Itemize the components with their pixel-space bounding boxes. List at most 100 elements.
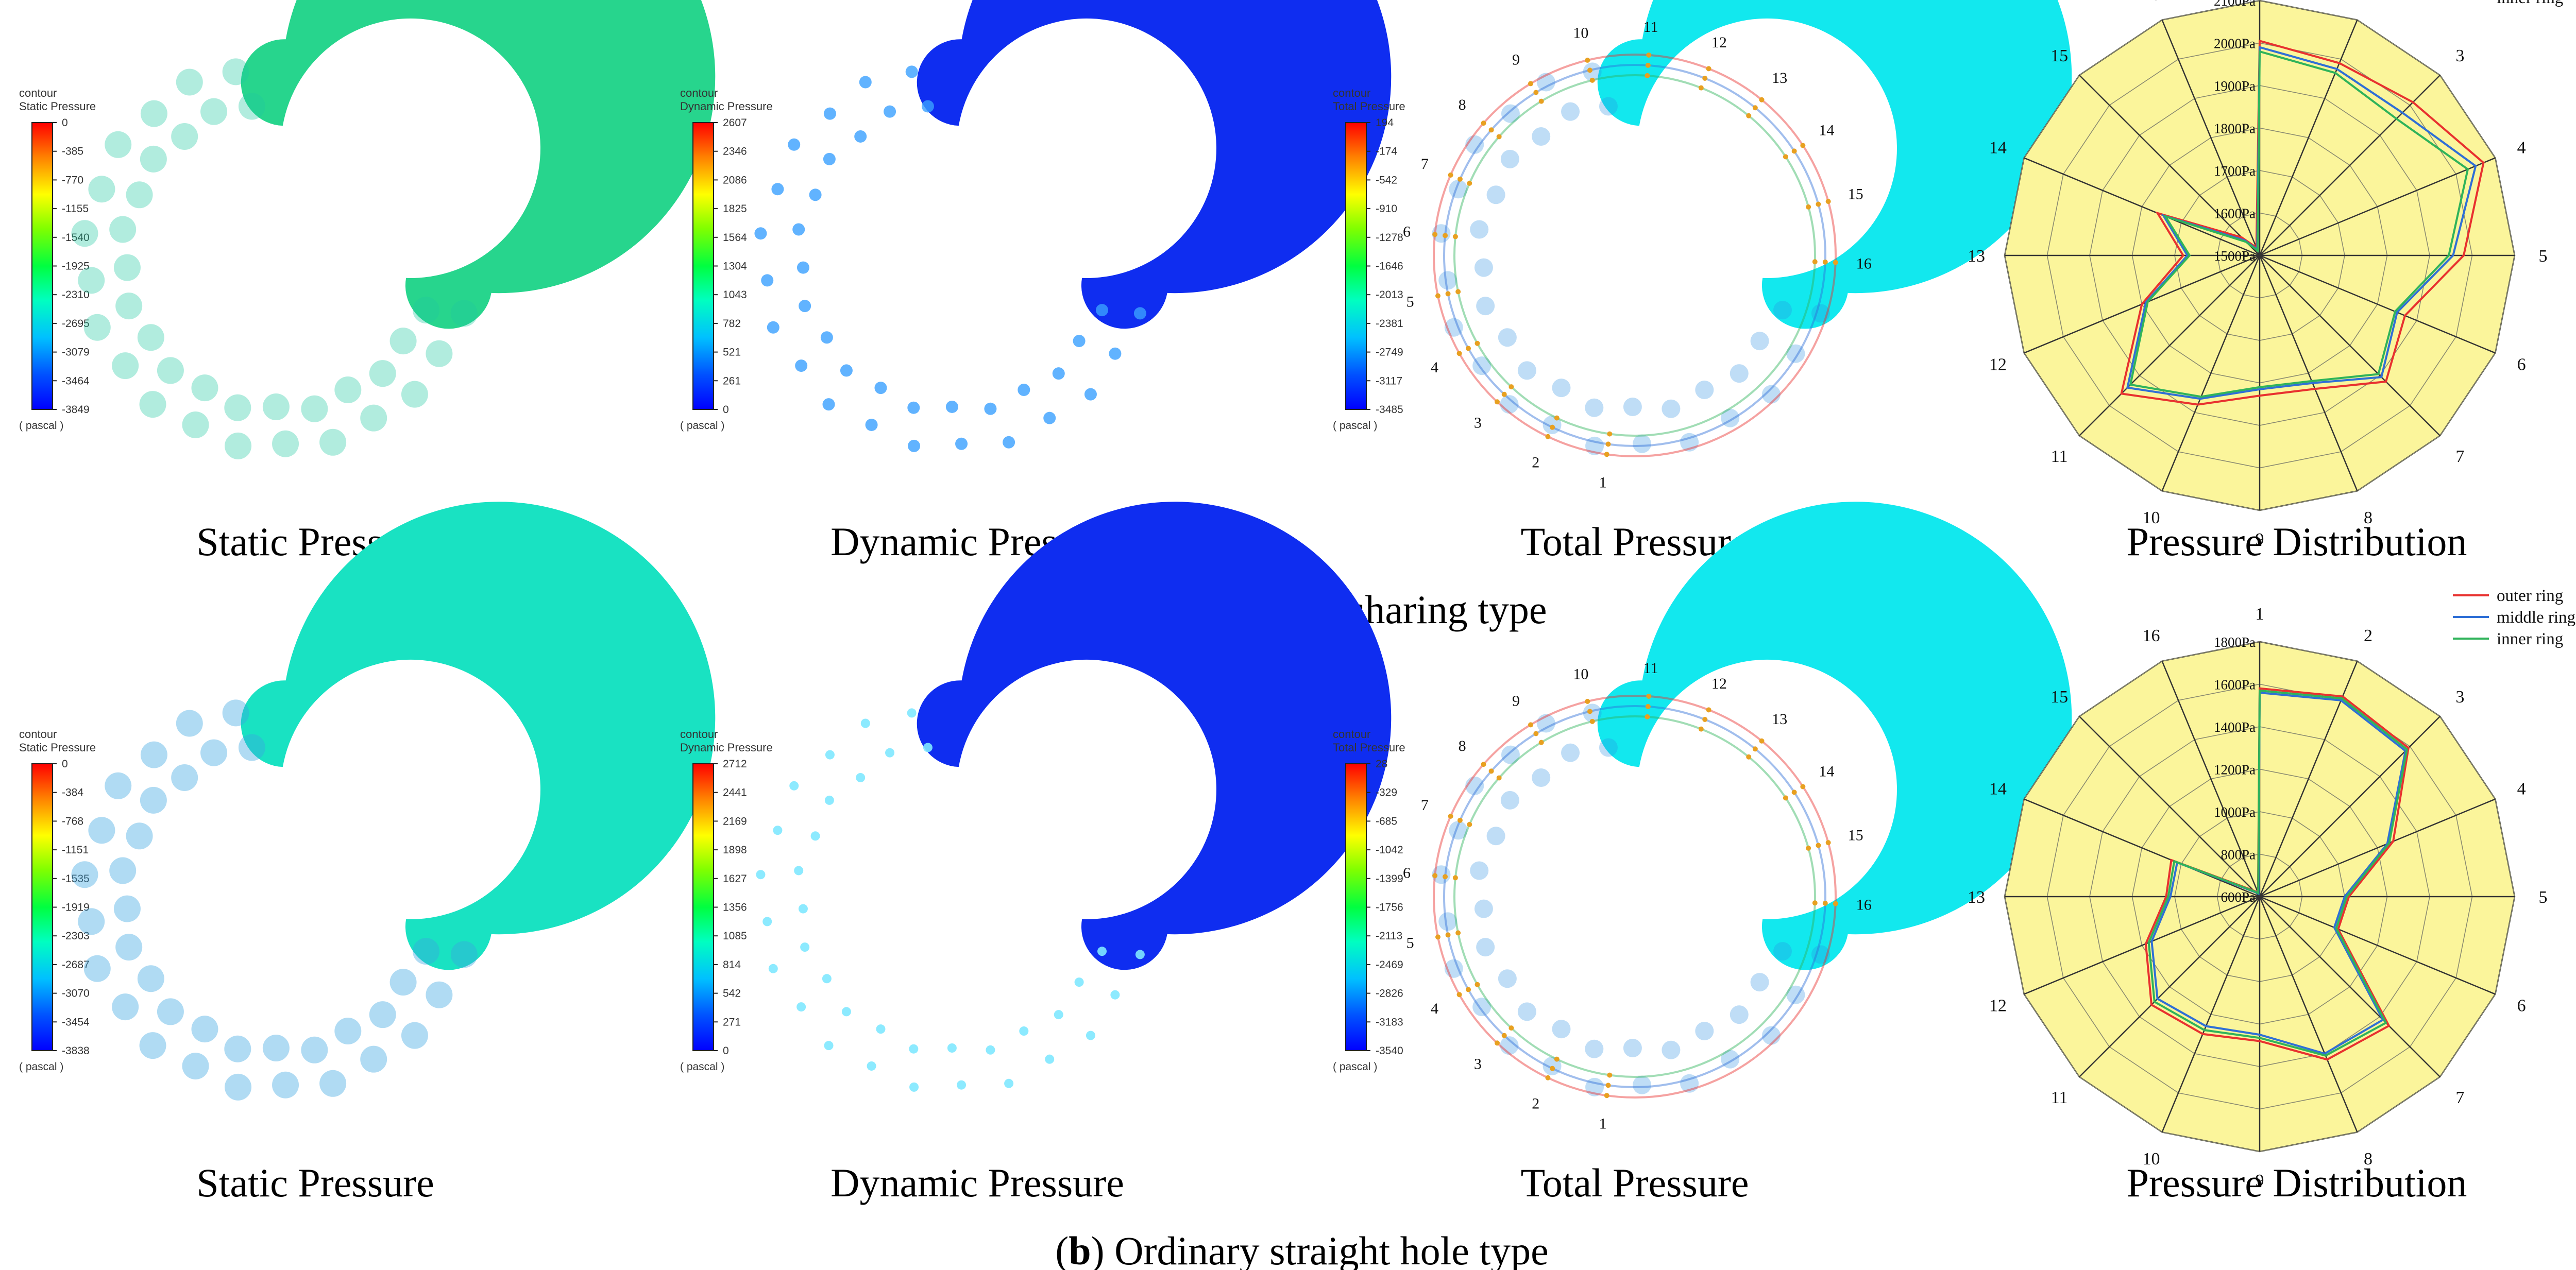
- dynamic-pressure-contour: [917, 0, 1392, 329]
- measure-point: [1448, 813, 1453, 819]
- radar-angle-label: 13: [1968, 888, 1985, 907]
- flow-spot: [794, 866, 804, 876]
- colorbar: [31, 122, 53, 410]
- radar-radius-label: 1900Pa: [2214, 78, 2256, 94]
- colorbar-tick-label: -329: [1376, 787, 1397, 799]
- measure-point: [1587, 67, 1592, 73]
- radar-spoke: [2259, 716, 2441, 897]
- measure-point: [1495, 1040, 1500, 1046]
- flow-spot: [1730, 1005, 1749, 1024]
- colorbar-tick-label: 1356: [723, 902, 747, 914]
- colorbar-tick-label: 271: [723, 1016, 741, 1028]
- measure-point-label: 6: [1403, 864, 1411, 881]
- measure-point: [1806, 845, 1811, 851]
- measure-point-label: 14: [1819, 763, 1834, 780]
- measure-point: [1812, 900, 1818, 906]
- radar-angle-label: 10: [2143, 1149, 2160, 1169]
- flow-spot: [885, 748, 895, 758]
- measure-point: [1759, 97, 1765, 102]
- radar-angle-label: 15: [2050, 46, 2068, 65]
- measure-point: [1443, 233, 1448, 238]
- flow-spot: [319, 1070, 347, 1097]
- flow-spot: [854, 130, 867, 143]
- measure-point: [1800, 784, 1806, 790]
- colorbar-tick-label: -2310: [62, 289, 90, 301]
- flow-spot: [1019, 1026, 1029, 1036]
- colorbar: [692, 763, 714, 1051]
- colorbar-tick-label: -770: [62, 174, 83, 186]
- flow-spot: [137, 324, 164, 351]
- flow-spot: [1552, 1020, 1571, 1039]
- flow-spot: [1444, 959, 1463, 978]
- flow-spot: [908, 439, 921, 452]
- legend-head: contour: [1333, 728, 1370, 741]
- flow-spot: [301, 395, 328, 422]
- flow-spot: [272, 1071, 299, 1099]
- flow-spot: [105, 772, 132, 799]
- colorbar-tick-label: -2469: [1376, 959, 1403, 971]
- radar-angle-label: 12: [1989, 355, 2007, 374]
- panel-label-radar: Pressure Distribution: [2127, 519, 2467, 564]
- flow-spot: [71, 220, 98, 247]
- measure-point: [1791, 790, 1797, 795]
- flow-spot: [105, 131, 132, 158]
- flow-spot: [182, 411, 209, 438]
- colorbar-tick-label: 1898: [723, 844, 747, 856]
- flow-spot: [796, 1002, 806, 1012]
- measure-point: [1604, 452, 1609, 457]
- legend-label: inner ring: [2497, 0, 2563, 7]
- radar-angle-label: 6: [2517, 355, 2526, 374]
- flow-spot: [1498, 969, 1517, 988]
- measure-point: [1822, 259, 1828, 265]
- flow-spot: [1786, 985, 1805, 1004]
- measurement-ring: [1453, 74, 1816, 437]
- caption-letter: b: [1069, 1228, 1091, 1270]
- measure-point: [1475, 982, 1480, 987]
- radar-spoke: [2259, 20, 2358, 256]
- flow-spot: [1583, 703, 1602, 723]
- measure-point: [1585, 57, 1590, 63]
- measure-point: [1435, 934, 1440, 940]
- flow-spot: [1444, 318, 1463, 337]
- flow-spot: [1018, 384, 1030, 397]
- radar-radius-label: 2000Pa: [2214, 36, 2256, 52]
- flow-spot: [955, 437, 968, 450]
- flow-spot: [176, 68, 203, 96]
- colorbar-tick-label: -3079: [62, 347, 90, 358]
- legend-title: Static Pressure: [19, 100, 96, 113]
- flow-spot: [798, 904, 808, 914]
- measure-point: [1528, 81, 1533, 87]
- radar-spoke: [2259, 254, 2496, 354]
- measure-point: [1791, 148, 1797, 154]
- flow-spot: [1045, 1054, 1055, 1064]
- radar-angle-label: 5: [2539, 247, 2548, 266]
- measure-point: [1587, 709, 1592, 714]
- flow-spot: [1470, 861, 1489, 880]
- flow-spot: [1750, 973, 1769, 992]
- measure-point: [1645, 62, 1651, 68]
- flow-spot: [984, 402, 997, 415]
- flow-spot: [1730, 364, 1749, 383]
- radar-angle-label: 4: [2517, 139, 2526, 158]
- colorbar-tick-label: 2607: [723, 117, 747, 129]
- flow-spot: [1773, 942, 1792, 961]
- flow-spot: [191, 374, 218, 402]
- flow-spot: [1773, 301, 1792, 320]
- colorbar-tick-label: -3485: [1376, 404, 1403, 416]
- colorbar-tick-label: -2687: [62, 959, 90, 971]
- colorbar-tick-label: 2169: [723, 815, 747, 827]
- colorbar-unit: ( pascal ): [680, 420, 724, 432]
- radar-spoke: [2161, 896, 2261, 1132]
- flow-spot: [334, 1018, 362, 1045]
- colorbar-tick-label: -685: [1376, 815, 1397, 827]
- radar-spoke: [2259, 255, 2441, 436]
- panel-label-total: Total Pressure: [1521, 1160, 1749, 1205]
- colorbar-tick-label: 2086: [723, 174, 747, 186]
- flow-spot: [71, 861, 98, 888]
- radar-spoke: [2259, 798, 2496, 898]
- measure-point-label: 11: [1643, 660, 1658, 677]
- flow-spot: [822, 398, 835, 411]
- colorbar-tick-label: -1042: [1376, 844, 1403, 856]
- flow-spot: [1109, 347, 1122, 360]
- flow-spot: [1633, 434, 1652, 453]
